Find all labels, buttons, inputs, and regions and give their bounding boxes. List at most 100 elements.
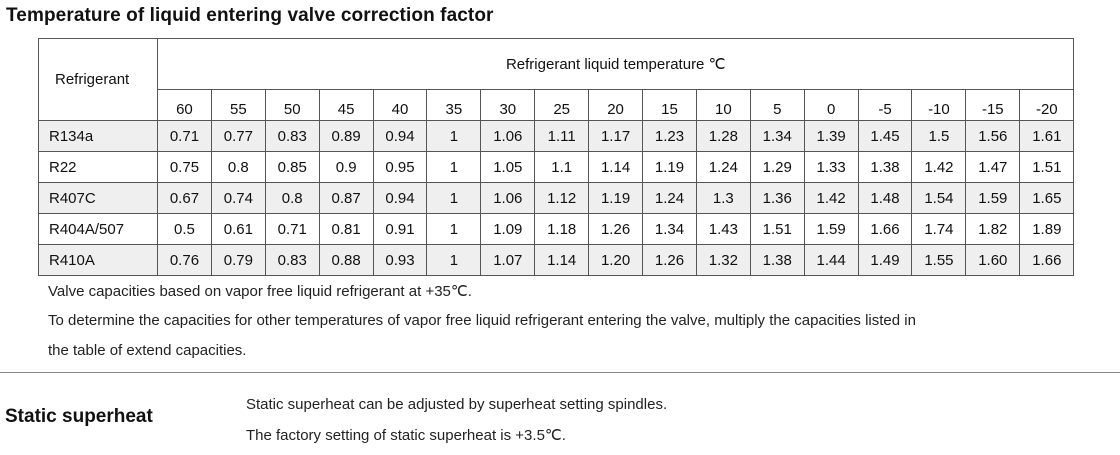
correction-factor-cell: 0.61 <box>210 213 266 245</box>
correction-factor-cell: 1.28 <box>695 120 751 152</box>
correction-factor-cell: 1.20 <box>588 244 644 276</box>
refrigerant-name-cell: R404A/507 <box>38 213 158 245</box>
correction-factor-cell: 1.26 <box>642 244 697 276</box>
static-superheat-line-2: The factory setting of static superheat … <box>246 427 566 444</box>
correction-factor-cell: 1.12 <box>534 182 590 214</box>
correction-factor-cell: 1.39 <box>803 120 859 152</box>
temperature-header-cell: -15 <box>965 89 1021 121</box>
correction-factor-cell: 0.8 <box>210 151 266 183</box>
note-line-2: To determine the capacities for other te… <box>48 312 916 329</box>
correction-factor-cell: 1.48 <box>857 182 913 214</box>
correction-factor-cell: 1.24 <box>695 151 751 183</box>
temperature-header-cell: 5 <box>749 89 805 121</box>
temperature-header-cell: 35 <box>426 89 482 121</box>
correction-factor-cell: 0.85 <box>264 151 320 183</box>
refrigerant-column-header: Refrigerant <box>38 38 158 121</box>
correction-factor-table: Refrigerant Refrigerant liquid temperatu… <box>38 38 1075 276</box>
page-title: Temperature of liquid entering valve cor… <box>6 5 494 26</box>
static-superheat-heading: Static superheat <box>5 406 153 427</box>
correction-factor-cell: 0.83 <box>264 120 320 152</box>
correction-factor-cell: 0.81 <box>318 213 374 245</box>
temperature-header-cell: -20 <box>1019 89 1075 121</box>
correction-factor-cell: 1.32 <box>695 244 751 276</box>
refrigerant-name-cell: R407C <box>38 182 158 214</box>
refrigerant-name-cell: R410A <box>38 244 158 276</box>
correction-factor-cell: 0.95 <box>372 151 428 183</box>
correction-factor-cell: 1 <box>426 182 482 214</box>
static-superheat-line-1: Static superheat can be adjusted by supe… <box>246 396 668 413</box>
correction-factor-cell: 1.60 <box>965 244 1021 276</box>
correction-factor-cell: 1.43 <box>695 213 751 245</box>
correction-factor-cell: 1.59 <box>803 213 859 245</box>
correction-factor-cell: 1.61 <box>1019 120 1075 152</box>
temperature-header-cell: 20 <box>588 89 644 121</box>
temperature-header-row: 60 55 50 45 40 35 30 25 20 15 10 5 0 -5 -10 -15 -20 <box>39 89 1075 121</box>
correction-factor-cell: 1.36 <box>749 182 805 214</box>
correction-factor-cell: 0.8 <box>264 182 320 214</box>
section-divider <box>0 372 1120 373</box>
correction-factor-cell: 1.07 <box>480 244 536 276</box>
correction-factor-cell: 1.49 <box>857 244 913 276</box>
correction-factor-cell: 1.45 <box>857 120 913 152</box>
correction-factor-cell: 1.74 <box>911 213 967 245</box>
correction-factor-cell: 1.29 <box>749 151 805 183</box>
correction-factor-cell: 0.83 <box>264 244 320 276</box>
correction-factor-cell: 1.54 <box>911 182 967 214</box>
temperature-group-header: Refrigerant liquid temperature ℃ <box>156 38 1075 90</box>
correction-factor-cell: 1.26 <box>588 213 644 245</box>
correction-factor-cell: 1.89 <box>1019 213 1075 245</box>
correction-factor-cell: 0.93 <box>372 244 428 276</box>
correction-factor-cell: 0.94 <box>372 120 428 152</box>
correction-factor-cell: 1.38 <box>749 244 805 276</box>
correction-factor-cell: 1.34 <box>749 120 805 152</box>
correction-factor-cell: 0.75 <box>157 151 212 183</box>
correction-factor-cell: 1.14 <box>534 244 590 276</box>
correction-factor-cell: 1 <box>426 213 482 245</box>
correction-factor-cell: 1.59 <box>965 182 1021 214</box>
correction-factor-cell: 1.65 <box>1019 182 1075 214</box>
table-row: R410A 0.76 0.79 0.83 0.88 0.93 1 1.07 1.14 1.20 1.… <box>38 244 1075 276</box>
refrigerant-name-cell: R134a <box>38 120 158 152</box>
correction-factor-cell: 1.23 <box>642 120 697 152</box>
temperature-header-cell: -10 <box>911 89 967 121</box>
temperature-header-cell: 25 <box>534 89 590 121</box>
correction-factor-cell: 0.67 <box>157 182 212 214</box>
table-row: R134a 0.71 0.77 0.83 0.89 0.94 1 1.06 1.11 1.17 1.… <box>38 120 1075 152</box>
correction-factor-cell: 1.82 <box>965 213 1021 245</box>
correction-factor-cell: 1.19 <box>588 182 644 214</box>
correction-factor-cell: 0.71 <box>157 120 212 152</box>
correction-factor-cell: 1.1 <box>534 151 590 183</box>
correction-factor-cell: 0.79 <box>210 244 266 276</box>
correction-factor-cell: 1.42 <box>911 151 967 183</box>
correction-factor-cell: 1.05 <box>480 151 536 183</box>
refrigerant-name-cell: R22 <box>38 151 158 183</box>
correction-factor-cell: 1.47 <box>965 151 1021 183</box>
temperature-header-cell: 0 <box>803 89 859 121</box>
correction-factor-cell: 1.56 <box>965 120 1021 152</box>
correction-factor-cell: 1 <box>426 120 482 152</box>
correction-factor-cell: 0.5 <box>157 213 212 245</box>
correction-factor-cell: 0.94 <box>372 182 428 214</box>
correction-factor-cell: 1.5 <box>911 120 967 152</box>
correction-factor-cell: 1 <box>426 244 482 276</box>
temperature-header-cell: -5 <box>857 89 913 121</box>
correction-factor-cell: 1.09 <box>480 213 536 245</box>
temperature-header-cell: 50 <box>264 89 320 121</box>
correction-factor-cell: 0.91 <box>372 213 428 245</box>
correction-factor-cell: 0.89 <box>318 120 374 152</box>
temperature-header-cell: 15 <box>642 89 697 121</box>
correction-factor-cell: 1.17 <box>588 120 644 152</box>
table-row: R404A/507 0.5 0.61 0.71 0.81 0.91 1 1.09 1.18 1.2… <box>38 213 1075 245</box>
correction-factor-cell: 0.71 <box>264 213 320 245</box>
correction-factor-cell: 1.18 <box>534 213 590 245</box>
temperature-header-cell: 55 <box>210 89 266 121</box>
correction-factor-cell: 1.14 <box>588 151 644 183</box>
note-line-3: the table of extend capacities. <box>48 342 247 359</box>
correction-factor-cell: 1.3 <box>695 182 751 214</box>
correction-factor-cell: 1.42 <box>803 182 859 214</box>
temperature-header-cell: 10 <box>695 89 751 121</box>
temperature-header-cell: 45 <box>318 89 374 121</box>
correction-factor-cell: 0.74 <box>210 182 266 214</box>
correction-factor-cell: 1 <box>426 151 482 183</box>
correction-factor-cell: 0.88 <box>318 244 374 276</box>
